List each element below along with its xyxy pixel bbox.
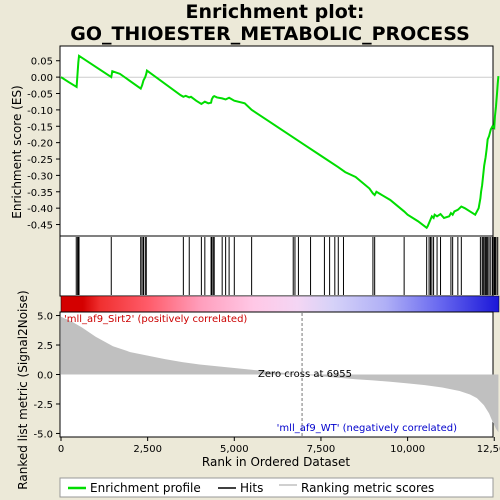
ranking-metric-area bbox=[61, 316, 499, 433]
legend-label-metric: Ranking metric scores bbox=[301, 481, 434, 495]
es-ytick-label: 0.00 bbox=[31, 73, 53, 84]
chart-subtitle: GO_THIOESTER_METABOLIC_PROCESS bbox=[70, 23, 470, 45]
es-ytick-label: -0.40 bbox=[27, 204, 53, 215]
legend: Enrichment profile Hits Ranking metric sco… bbox=[59, 477, 494, 498]
legend-label-enrichment: Enrichment profile bbox=[90, 481, 201, 495]
metric-ytick-label: 0.0 bbox=[37, 371, 53, 382]
metric-ytick-label: 2.5 bbox=[37, 341, 53, 352]
positive-label: 'mll_af9_Sirt2' (positively correlated) bbox=[64, 314, 247, 325]
es-yaxis: 0.05 0.00 -0.05 -0.10 -0.15 -0.20 -0.25 -0.30 -0… bbox=[27, 57, 60, 232]
xtick-label: 10,000 bbox=[390, 444, 425, 455]
xtick-label: 5,000 bbox=[220, 444, 249, 455]
enrichment-profile-line bbox=[60, 54, 500, 230]
es-ytick-label: -0.10 bbox=[27, 106, 53, 117]
chart-title: Enrichment plot: bbox=[186, 1, 365, 23]
ranking-color-bar bbox=[60, 295, 500, 313]
legend-label-hits: Hits bbox=[240, 481, 263, 495]
xaxis: 0 2,500 5,000 7,500 10,000 12,500 bbox=[58, 437, 500, 455]
es-ytick-label: -0.35 bbox=[27, 188, 53, 199]
es-ytick-label: -0.05 bbox=[27, 90, 53, 101]
metric-yaxis: 5.0 2.5 0.0 -2.5 -5.0 bbox=[33, 312, 60, 440]
es-ylabel: Enrichment score (ES) bbox=[10, 85, 24, 218]
es-panel: 0.05 0.00 -0.05 -0.10 -0.15 -0.20 -0.25 -0.30 -0… bbox=[10, 45, 500, 237]
es-ytick-label: -0.20 bbox=[27, 139, 53, 150]
metric-panel: 5.0 2.5 0.0 -2.5 -5.0 'mll_af9_Sirt2' (posit… bbox=[16, 290, 499, 490]
es-ytick-label: -0.25 bbox=[27, 155, 53, 166]
metric-ytick-label: -2.5 bbox=[33, 400, 53, 411]
negative-label: 'mll_af9_WT' (negatively correlated) bbox=[277, 423, 457, 434]
metric-ytick-label: -5.0 bbox=[33, 429, 53, 440]
xtick-label: 2,500 bbox=[133, 444, 162, 455]
es-ytick-label: -0.15 bbox=[27, 122, 53, 133]
zero-cross-label: Zero cross at 6955 bbox=[258, 369, 352, 380]
metric-ytick-label: 5.0 bbox=[37, 312, 53, 323]
hits-panel bbox=[59, 235, 499, 297]
es-ytick-label: -0.30 bbox=[27, 171, 53, 182]
metric-ylabel: Ranked list metric (Signal2Noise) bbox=[16, 290, 30, 489]
xtick-label: 7,500 bbox=[307, 444, 336, 455]
xtick-label: 12,500 bbox=[477, 444, 500, 455]
es-ytick-label: -0.45 bbox=[27, 221, 53, 232]
xtick-label: 0 bbox=[58, 444, 64, 455]
es-ytick-label: 0.05 bbox=[31, 57, 53, 68]
xlabel: Rank in Ordered Dataset bbox=[202, 455, 350, 469]
